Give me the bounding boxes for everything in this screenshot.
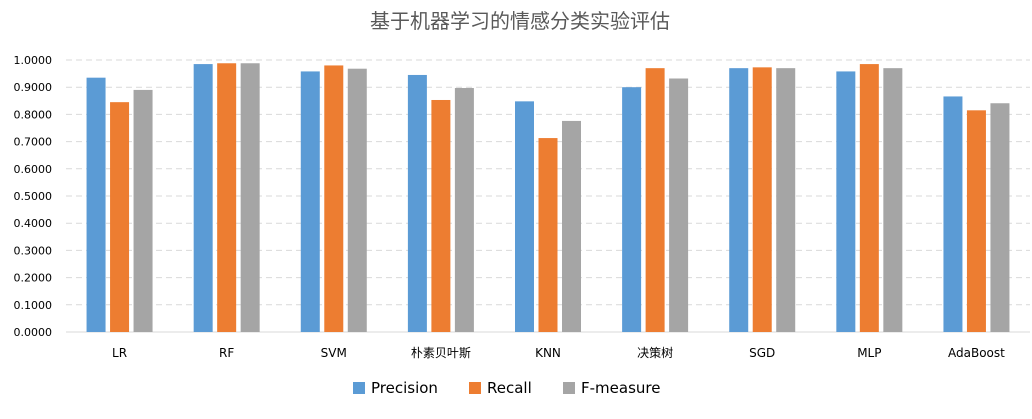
bar-recall — [859, 64, 879, 332]
bar-f-measure — [883, 68, 903, 332]
bar-precision — [836, 71, 856, 332]
y-tick-label: 1.0000 — [14, 54, 53, 67]
bar-recall — [645, 68, 665, 332]
y-tick-label: 0.8000 — [14, 108, 53, 121]
x-tick-label: 决策树 — [637, 345, 673, 360]
bar-precision — [622, 87, 642, 332]
legend-swatch — [353, 382, 365, 394]
bar-precision — [515, 101, 534, 333]
bar-precision — [86, 77, 106, 333]
bar-f-measure — [990, 103, 1010, 332]
bar-recall — [324, 65, 344, 332]
bar-f-measure — [454, 88, 474, 333]
x-tick-label: LR — [112, 346, 127, 360]
bar-precision — [407, 74, 427, 333]
y-tick-label: 0.5000 — [14, 190, 53, 203]
bar-precision — [729, 68, 749, 332]
legend: Precision Recall F-measure — [353, 379, 660, 397]
y-tick-label: 0.4000 — [14, 217, 53, 230]
x-tick-label: MLP — [857, 346, 881, 360]
legend-label: Precision — [371, 379, 438, 397]
legend-label: Recall — [487, 379, 532, 397]
x-tick-label: 朴素贝叶斯 — [411, 345, 471, 360]
bar-recall — [538, 138, 558, 332]
x-tick-label: RF — [219, 346, 234, 360]
bar-f-measure — [347, 68, 367, 332]
bar-f-measure — [669, 78, 689, 332]
bar-recall — [217, 63, 237, 332]
legend-swatch — [469, 382, 481, 394]
bar-precision — [193, 64, 213, 332]
y-axis: 0.0000 0.1000 0.2000 0.3000 0.4000 0.5000 0.60… — [14, 54, 53, 339]
y-tick-label: 0.7000 — [14, 136, 53, 149]
x-tick-label: KNN — [535, 346, 561, 360]
bars — [86, 63, 1010, 333]
y-tick-label: 0.9000 — [14, 81, 53, 94]
y-tick-label: 0.6000 — [14, 163, 53, 176]
y-tick-label: 0.1000 — [14, 299, 53, 312]
bar-precision — [300, 71, 320, 332]
bar-recall — [110, 102, 130, 332]
bar-recall — [431, 99, 451, 332]
x-axis: LR RF SVM 朴素贝叶斯 KNN 决策树 SGD MLP AdaBoost — [112, 345, 1005, 360]
bar-precision — [943, 96, 963, 332]
y-tick-label: 0.3000 — [14, 244, 53, 257]
bar-recall — [966, 110, 986, 332]
bar-f-measure — [562, 120, 581, 332]
legend-label: F-measure — [581, 379, 660, 397]
y-tick-label: 0.0000 — [14, 326, 53, 339]
bar-recall — [752, 67, 772, 333]
y-tick-label: 0.2000 — [14, 272, 53, 285]
bar-f-measure — [133, 89, 153, 332]
bar-f-measure — [776, 68, 796, 332]
legend-swatch — [563, 382, 575, 394]
x-tick-label: AdaBoost — [948, 346, 1005, 360]
x-tick-label: SVM — [321, 346, 347, 360]
chart-title: 基于机器学习的情感分类实验评估 — [370, 9, 670, 33]
x-tick-label: SGD — [749, 346, 775, 360]
bar-f-measure — [240, 63, 260, 332]
